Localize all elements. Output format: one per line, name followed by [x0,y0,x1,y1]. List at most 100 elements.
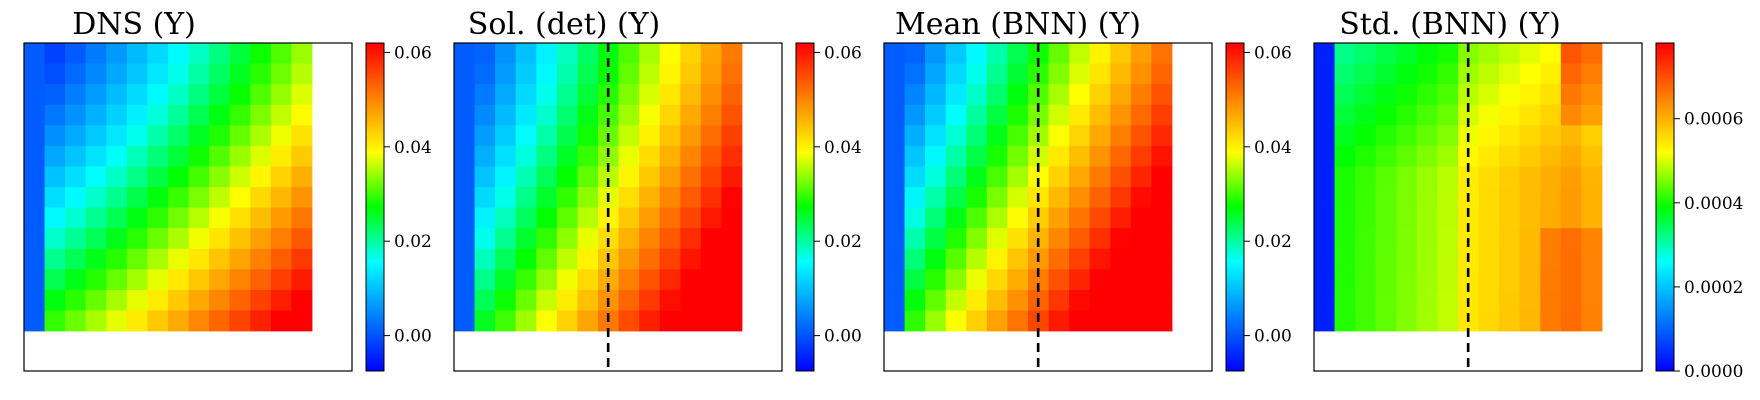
heatmap-cell [1581,289,1603,311]
heatmap-cell [1334,63,1356,85]
heatmap-cell [1540,269,1562,291]
colorbar-tick-label: 0.04 [394,138,432,158]
heatmap-cell [721,289,743,311]
heatmap-cell [700,84,722,106]
heatmap-cell [536,269,558,291]
heatmap-cell [1581,43,1603,64]
plot-frame-std-bnn [1313,42,1643,372]
heatmap-cell [24,228,45,250]
heatmap-cell [577,289,599,311]
heatmap-cell [270,43,292,64]
heatmap-cell [1314,187,1335,208]
heatmap-cell [884,310,905,332]
heatmap-cell [515,228,537,250]
heatmap-cell [1028,43,1049,64]
heatmap-cell [1458,269,1479,291]
heatmap-cell [1314,104,1335,126]
heatmap-cell [1089,269,1111,291]
heatmap-cell [126,228,148,250]
heatmap-cell [209,125,231,147]
heatmap-cell [250,43,272,64]
plot-frame-dns [23,42,353,372]
heatmap-cell [1007,166,1029,188]
heatmap-cell [1540,166,1562,188]
heatmap-cell [209,187,231,208]
heatmap-cell [925,207,947,229]
panel-title-mean-bnn: Mean (BNN) (Y) [895,7,1141,42]
heatmap-cell [1396,63,1418,85]
heatmap-cell [474,187,496,208]
heatmap-cell [44,187,66,208]
colorbar-tick-label: 0.0002 [1684,278,1743,298]
heatmap-cell [904,84,926,106]
heatmap-cell [1478,269,1500,291]
heatmap-cell [270,310,292,332]
heatmap-cell [598,207,619,229]
heatmap-cell [1110,310,1132,332]
heatmap-cell [1540,207,1562,229]
heatmap-cell [1007,228,1029,250]
heatmap-cell [1540,84,1562,106]
heatmap-cell [556,269,578,291]
heatmap-cell [1130,289,1152,311]
heatmap-cell [1069,166,1091,188]
heatmap-cell [700,125,722,147]
heatmap-cell [209,310,231,332]
heatmap-cell [598,269,619,291]
heatmap-cell [1478,43,1500,64]
heatmap-cell [966,187,988,208]
plot-frame-sol-det [453,42,783,372]
heatmap-cell [1458,207,1479,229]
heatmap-cell [986,269,1008,291]
heatmap-cell [1560,228,1582,250]
heatmap-cell [1130,63,1152,85]
heatmap-cell [85,166,107,188]
heatmap-cell [188,187,210,208]
heatmap-cell [659,289,681,311]
heatmap-cell [229,187,251,208]
heatmap-cell [1437,145,1459,167]
heatmap-cell [250,310,272,332]
heatmap-cell [126,63,148,85]
heatmap-cell [1007,248,1029,270]
heatmap-cell [24,145,45,167]
heatmap-cell [209,43,231,64]
heatmap-cell [1334,269,1356,291]
heatmap-cell [1478,187,1500,208]
heatmap-cell [925,269,947,291]
heatmap-cell [147,104,169,126]
heatmap-cell [986,166,1008,188]
heatmap-cell [904,289,926,311]
heatmap-cell [884,269,905,291]
heatmap-cell [1130,84,1152,106]
heatmap-cell [454,207,475,229]
heatmap-cell [44,310,66,332]
heatmap-cell [966,145,988,167]
heatmap-cell [1048,187,1070,208]
colorbar-tick-label: 0.00 [824,327,862,347]
heatmap-cell [168,145,189,167]
heatmap-cell [126,310,148,332]
heatmap-cell [966,269,988,291]
heatmap-cell [639,104,661,126]
heatmap-cell [680,63,702,85]
heatmap-cell [904,145,926,167]
heatmap-cell [945,269,967,291]
heatmap-cell [618,63,640,85]
heatmap-cell [1396,269,1418,291]
heatmap-cell [515,269,537,291]
heatmap-cell [536,289,558,311]
heatmap-cell [85,289,107,311]
heatmap-cell [270,187,292,208]
heatmap-cell [515,207,537,229]
heatmap-cell [884,187,905,208]
heatmap-cell [1089,84,1111,106]
heatmap-cell [1130,207,1152,229]
heatmap-cell [250,125,272,147]
heatmap-cell [44,145,66,167]
heatmap-cell [639,43,661,64]
heatmap-cell [168,207,189,229]
heatmap-cell [1581,63,1603,85]
heatmap-cell [1437,187,1459,208]
heatmap-cell [65,104,87,126]
